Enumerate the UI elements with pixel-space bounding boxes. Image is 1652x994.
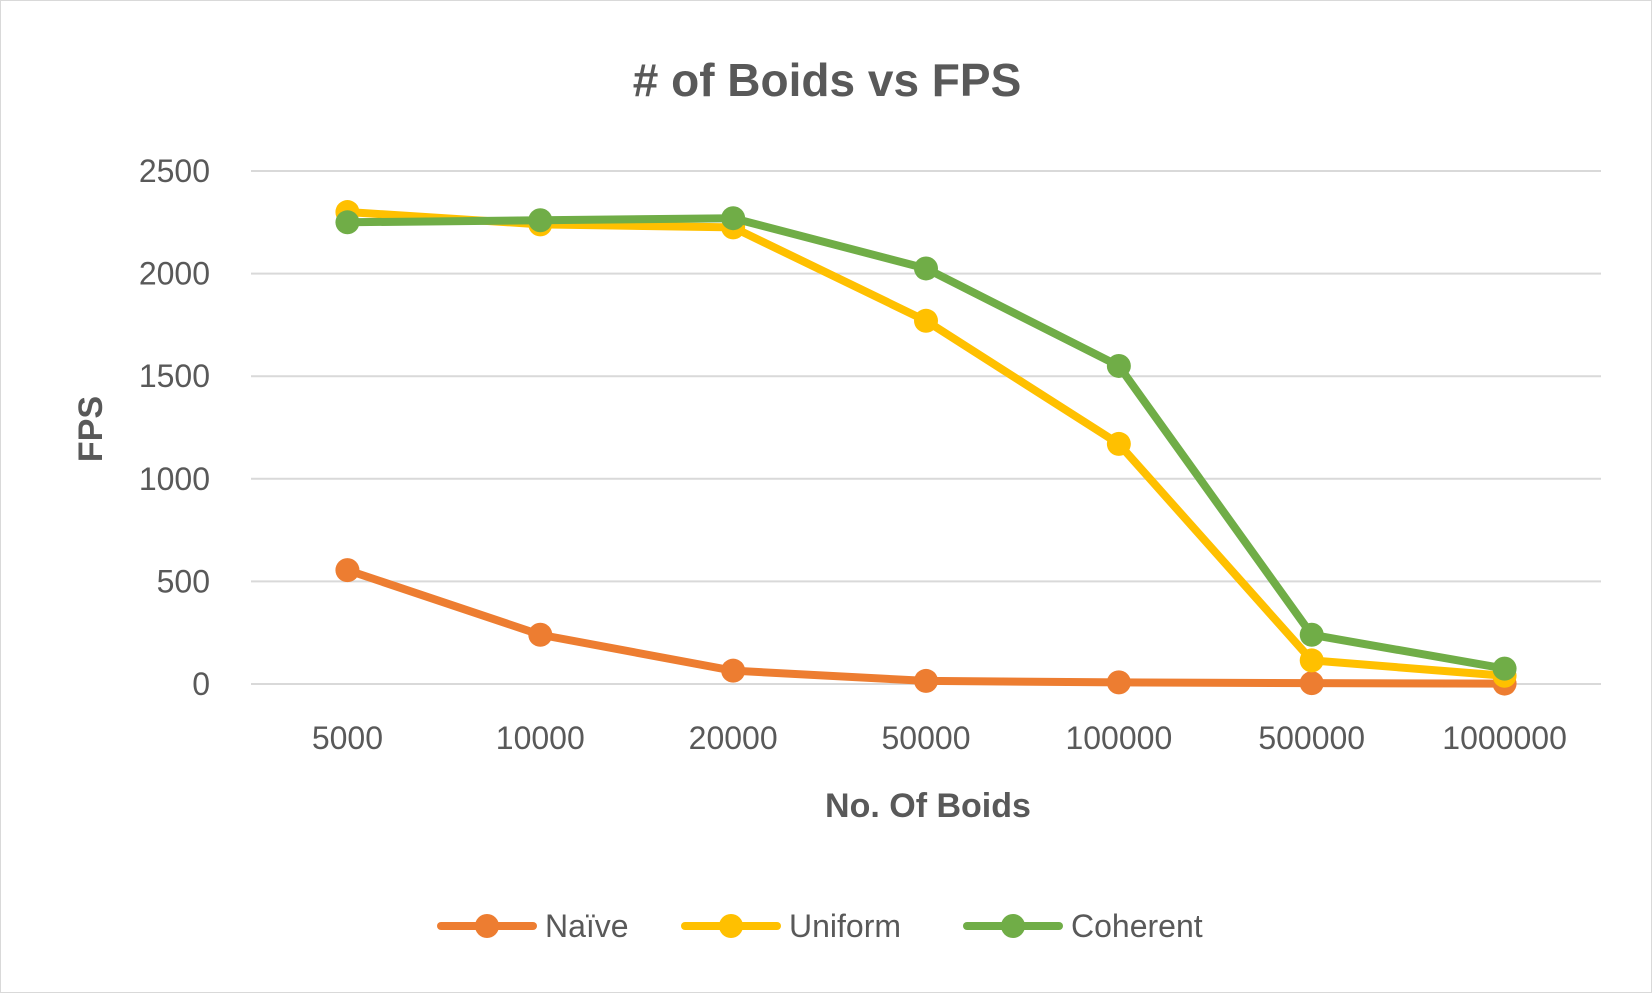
y-tick-label: 500	[157, 563, 210, 599]
legend-marker	[719, 914, 743, 938]
data-point	[1106, 431, 1131, 456]
data-point	[1492, 656, 1517, 681]
y-tick-label: 0	[192, 666, 210, 702]
legend-label: Naïve	[545, 908, 629, 944]
x-tick-label: 50000	[882, 720, 971, 756]
x-tick-label: 100000	[1065, 720, 1172, 756]
legend-label: Uniform	[789, 908, 901, 944]
x-tick-label: 5000	[312, 720, 383, 756]
x-tick-label: 10000	[496, 720, 585, 756]
legend-marker	[1001, 914, 1025, 938]
series-coherent	[335, 206, 1517, 681]
y-tick-label: 2500	[139, 153, 210, 189]
chart-title: # of Boids vs FPS	[633, 54, 1022, 106]
series-line	[343, 566, 1509, 688]
data-point	[1106, 353, 1131, 378]
series-group	[335, 200, 1517, 696]
x-tick-label: 20000	[689, 720, 778, 756]
data-point	[721, 206, 746, 231]
data-point	[1106, 670, 1131, 695]
data-point	[1299, 622, 1324, 647]
legend-item-coherent: Coherent	[963, 908, 1203, 944]
legend: Naïve Uniform Coherent	[437, 908, 1203, 944]
x-axis-ticks: 5000 10000 20000 50000 100000 500000 1000000	[312, 720, 1567, 756]
x-axis-title: No. Of Boids	[825, 787, 1031, 825]
x-tick-label: 500000	[1258, 720, 1365, 756]
data-point	[721, 658, 746, 683]
y-tick-label: 1500	[139, 358, 210, 394]
data-point	[914, 308, 938, 333]
data-point	[914, 256, 938, 281]
legend-label: Coherent	[1071, 908, 1203, 944]
y-axis-ticks: 0 500 1000 1500 2000 2500	[139, 153, 210, 702]
series-line	[343, 214, 1509, 673]
y-axis-title: FPS	[72, 396, 110, 462]
y-tick-label: 2000	[139, 256, 210, 292]
legend-item-uniform: Uniform	[681, 908, 901, 944]
y-tick-label: 1000	[139, 461, 210, 497]
data-point	[1299, 671, 1324, 696]
data-point	[528, 622, 553, 647]
data-point	[335, 558, 360, 583]
series-line	[343, 208, 1509, 680]
legend-marker	[475, 914, 499, 938]
series-naïve	[335, 558, 1517, 696]
data-point	[914, 668, 938, 693]
legend-item-naïve: Naïve	[437, 908, 629, 944]
x-tick-label: 1000000	[1442, 720, 1567, 756]
data-point	[528, 208, 553, 233]
data-point	[335, 210, 360, 235]
data-point	[1299, 648, 1324, 673]
